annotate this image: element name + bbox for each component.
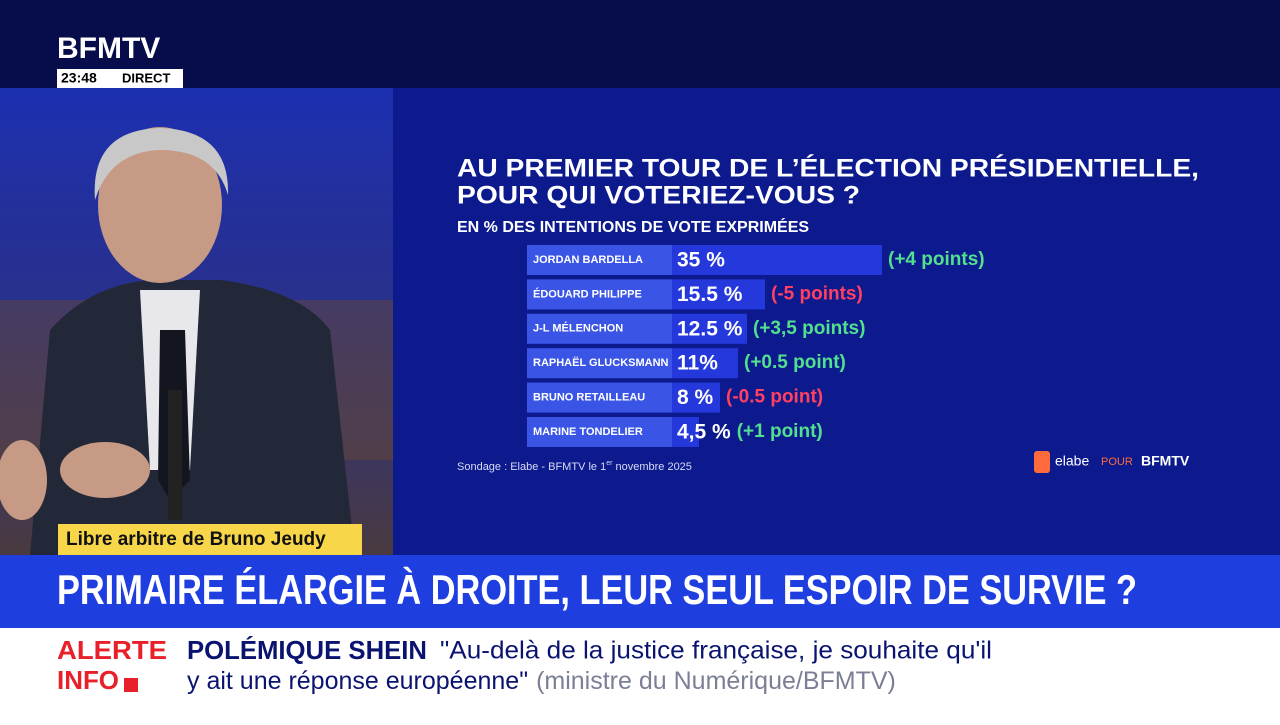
change-label: (+4 points) <box>888 249 985 270</box>
bar <box>672 348 738 379</box>
category-label: JORDAN BARDELLA <box>533 254 643 266</box>
elabe-channel: BFMTV <box>1141 453 1190 469</box>
change-label: (-5 points) <box>771 283 863 304</box>
change-label: (-0.5 point) <box>726 387 823 408</box>
headline-band <box>0 555 1280 628</box>
caption: Libre arbitre de Bruno Jeudy <box>66 529 326 550</box>
source-text: novembre 2025 <box>612 461 692 473</box>
bar <box>672 313 747 344</box>
change-label: (+3,5 points) <box>753 318 865 339</box>
alert: INFO <box>57 665 119 695</box>
change-label: (+1 point) <box>737 421 823 442</box>
category-label: MARINE TONDELIER <box>533 426 643 438</box>
bar <box>672 417 699 447</box>
alert: ALERTE <box>57 635 167 665</box>
time: 23:48 <box>61 70 97 86</box>
ticker-attribution: (ministre du Numérique/BFMTV) <box>536 667 896 695</box>
chart-subtitle: EN % DES INTENTIONS DE VOTE EXPRIMÉES <box>457 217 809 236</box>
channel-logo: BFMTV <box>57 32 160 65</box>
value-label: 15.5 % <box>677 283 743 306</box>
value-label: 12.5 % <box>677 317 743 340</box>
category-box <box>527 417 672 447</box>
caption-box <box>58 524 362 555</box>
category-label: ÉDOUARD PHILIPPE <box>533 287 642 300</box>
ticker <box>0 628 1280 720</box>
category-box <box>527 245 672 275</box>
category-box <box>527 382 672 413</box>
alert-square <box>124 678 138 692</box>
ticker-topic: POLÉMIQUE SHEIN <box>187 635 427 665</box>
ticker-text: y ait une réponse européenne" (ministre d… <box>187 667 896 695</box>
ticker-quote: y ait une réponse européenne" <box>187 667 528 695</box>
source-text: Sondage : Elabe - BFMTV le 1 <box>457 461 606 473</box>
category-label: RAPHAËL GLUCKSMANN <box>533 356 669 369</box>
elabe-icon <box>1034 451 1050 473</box>
top-bar <box>0 0 1280 88</box>
category-label: J-L MÉLENCHON <box>533 322 623 335</box>
bar <box>672 279 765 310</box>
chart: AU PREMIER TOUR DE L’ÉLECTION PRÉSIDENTI… <box>457 154 1199 473</box>
value-label: 8 % <box>677 386 714 409</box>
value-label: 35 % <box>677 249 725 272</box>
category-box <box>527 348 672 379</box>
ticker-quote: "Au-delà de la justice française, je sou… <box>440 637 992 665</box>
time-box <box>57 69 183 88</box>
presenter-photo <box>0 88 393 555</box>
chart-title: AU PREMIER TOUR DE L’ÉLECTION PRÉSIDENTI… <box>457 154 1199 183</box>
bar <box>672 382 720 413</box>
elabe-pour: POUR <box>1101 456 1133 468</box>
bar <box>672 245 882 275</box>
source: Sondage : Elabe - BFMTV le 1er novembre … <box>457 460 692 473</box>
value-label: 4,5 % <box>677 421 731 444</box>
value-label: 11% <box>677 352 718 375</box>
live: DIRECT <box>122 70 170 85</box>
source-sup: er <box>606 460 613 467</box>
chart-title: POUR QUI VOTERIEZ-VOUS ? <box>457 182 860 210</box>
elabe-logo: elabe <box>1055 453 1089 469</box>
category-label: BRUNO RETAILLEAU <box>533 392 645 404</box>
change-label: (+0.5 point) <box>744 352 846 373</box>
headline: PRIMAIRE ÉLARGIE À DROITE, LEUR SEUL ESP… <box>57 566 1137 613</box>
category-box <box>527 279 672 310</box>
category-box <box>527 313 672 344</box>
